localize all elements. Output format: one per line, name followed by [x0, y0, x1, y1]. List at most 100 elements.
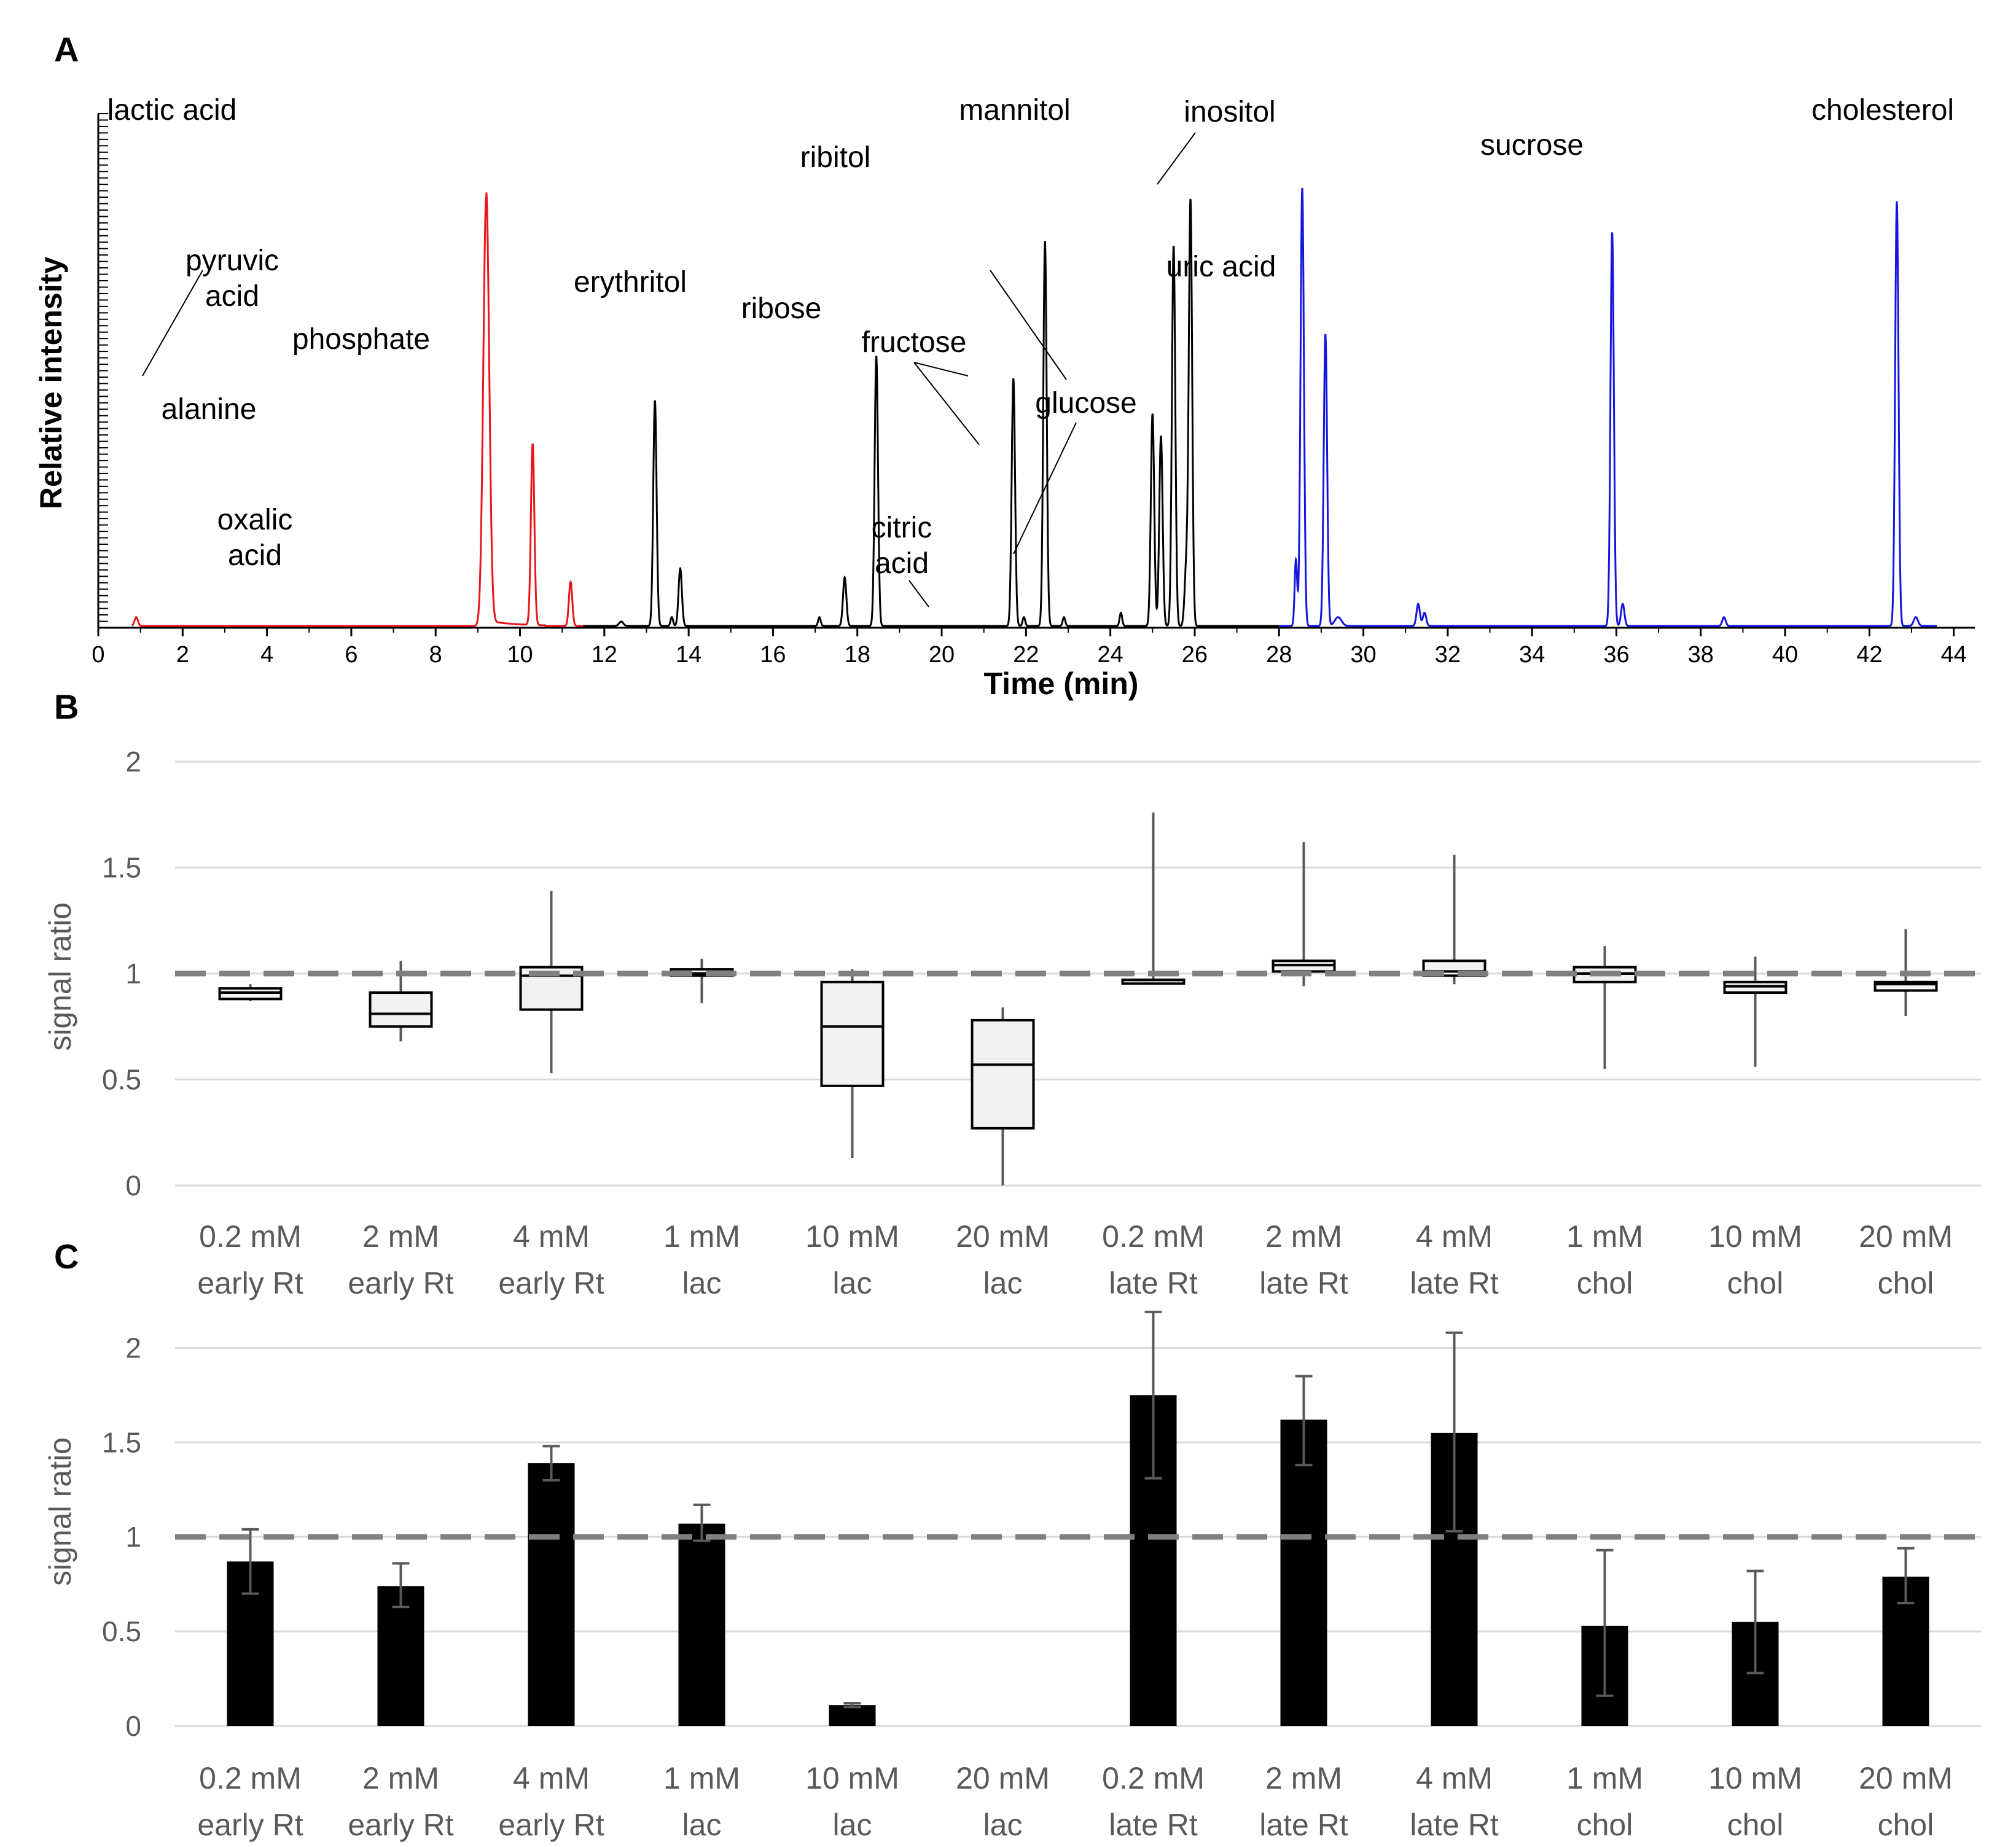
category-label-line: late Rt: [1259, 1266, 1348, 1300]
leader-line: [1157, 132, 1196, 185]
peak-label: cholesterol: [1811, 94, 1954, 127]
bar: [1280, 1419, 1327, 1726]
leader-line: [913, 362, 980, 445]
error-bar: [1897, 1547, 1915, 1604]
box: [519, 891, 584, 1074]
box: [1121, 812, 1186, 985]
y-tick-label: 0: [125, 1710, 141, 1742]
category-label: 2 mM late Rt: [1259, 1219, 1348, 1300]
error-bar: [693, 1503, 711, 1542]
category-label: 20 mM chol: [1859, 1761, 1953, 1842]
x-tick-label: 36: [1603, 642, 1629, 668]
leader-line: [908, 580, 929, 607]
y-axis-title: signal ratio: [43, 1437, 77, 1586]
category-label-line: 4 mM: [513, 1219, 590, 1254]
category-label-line: 10 mM: [805, 1219, 899, 1254]
y-tick-label: 2: [125, 1332, 141, 1364]
x-tick-label: 30: [1350, 642, 1376, 668]
peak-annotation: oxalic acid: [217, 504, 293, 572]
category-label-line: late Rt: [1410, 1808, 1499, 1842]
peak-annotation: pyruvic acid: [142, 244, 279, 377]
x-tick-label: 34: [1519, 642, 1545, 668]
category-label-line: 4 mM: [1416, 1219, 1493, 1254]
peak-annotation: sucrose: [1480, 129, 1584, 162]
peak-annotation: erythritol: [574, 266, 687, 299]
bar: [528, 1463, 575, 1726]
category-label: 1 mM lac: [663, 1761, 740, 1842]
box: [670, 958, 734, 1004]
category-label: 10 mM chol: [1708, 1219, 1802, 1300]
category-label: 20 mM lac: [956, 1219, 1050, 1300]
category-label: 10 mM lac: [805, 1219, 899, 1300]
category-label: 4 mM late Rt: [1410, 1219, 1499, 1300]
bar: [678, 1523, 725, 1726]
category-label: 1 mM chol: [1566, 1219, 1643, 1300]
x-tick-label: 28: [1266, 642, 1292, 668]
category-label-line: 4 mM: [1416, 1761, 1493, 1795]
x-tick-label: 10: [507, 642, 533, 668]
peak-annotation: ribitol: [800, 141, 871, 174]
peak-label-line: citric: [872, 512, 932, 544]
y-tick-label: 0: [125, 1170, 141, 1201]
error-bar: [392, 1562, 410, 1609]
x-tick-label: 2: [176, 642, 189, 668]
category-label-line: 20 mM: [1859, 1761, 1953, 1795]
error-bar: [1746, 1569, 1764, 1674]
peak-label: glucose: [1035, 387, 1136, 420]
leader-line: [913, 362, 969, 377]
category-label: 2 mM early Rt: [348, 1219, 453, 1300]
leader-line: [1013, 422, 1077, 555]
category-label: 4 mM early Rt: [498, 1761, 604, 1842]
x-tick-label: 24: [1097, 642, 1123, 668]
category-label-line: 1 mM: [663, 1761, 740, 1795]
category-label: 20 mM chol: [1859, 1219, 1953, 1300]
panel-label-b: B: [54, 687, 79, 726]
category-label-line: 2 mM: [362, 1761, 439, 1795]
category-label-line: 20 mM: [956, 1219, 1050, 1254]
box: [971, 1007, 1035, 1185]
category-label-line: early Rt: [348, 1266, 453, 1300]
category-label-line: 20 mM: [1859, 1219, 1953, 1254]
y-tick-label: 2: [125, 746, 141, 778]
category-label: 10 mM chol: [1708, 1761, 1802, 1842]
box: [1272, 842, 1336, 986]
category-label-line: chol: [1727, 1808, 1784, 1842]
error-bar: [843, 1702, 861, 1709]
peak-label-line: oxalic: [217, 504, 293, 536]
category-label-line: early Rt: [197, 1808, 303, 1842]
peak-label: phosphate: [292, 323, 430, 356]
y-tick-label: 1.5: [102, 852, 141, 884]
box: [1422, 854, 1487, 985]
category-label-line: 2 mM: [362, 1219, 439, 1254]
category-label-line: early Rt: [498, 1808, 604, 1842]
error-bar: [241, 1528, 259, 1595]
category-label-line: lac: [682, 1266, 722, 1300]
x-tick-label: 22: [1013, 642, 1039, 668]
box: [218, 984, 283, 1001]
peak-label-line: pyruvic: [186, 244, 279, 277]
peak-label: ribitol: [800, 141, 871, 174]
error-bar: [1144, 1310, 1162, 1480]
category-label-line: 2 mM: [1265, 1219, 1342, 1254]
peak-label: ribose: [741, 292, 822, 325]
peak-label: lactic acid: [107, 94, 237, 127]
category-label: 0.2 mM late Rt: [1102, 1761, 1205, 1842]
peak-label: alanine: [162, 393, 257, 426]
peak-annotation: mannitol: [959, 94, 1070, 127]
category-label-line: late Rt: [1109, 1266, 1198, 1300]
x-tick-label: 4: [260, 642, 273, 668]
category-label: 0.2 mM late Rt: [1102, 1219, 1205, 1300]
x-tick-label: 8: [429, 642, 442, 668]
x-tick-label: 32: [1435, 642, 1461, 668]
x-tick-label: 16: [760, 642, 786, 668]
peak-annotation: uric acid: [1166, 251, 1276, 283]
category-label-line: 1 mM: [1566, 1761, 1643, 1795]
box: [369, 961, 433, 1042]
category-label-line: chol: [1727, 1266, 1784, 1300]
y-tick-label: 0.5: [102, 1615, 141, 1647]
peak-annotation: inositol: [1157, 96, 1276, 185]
peak-label: pyruvic acid: [186, 244, 279, 313]
y-tick-label: 0.5: [102, 1064, 141, 1096]
error-bar: [1295, 1375, 1313, 1467]
peak-label: citric acid: [872, 512, 932, 580]
